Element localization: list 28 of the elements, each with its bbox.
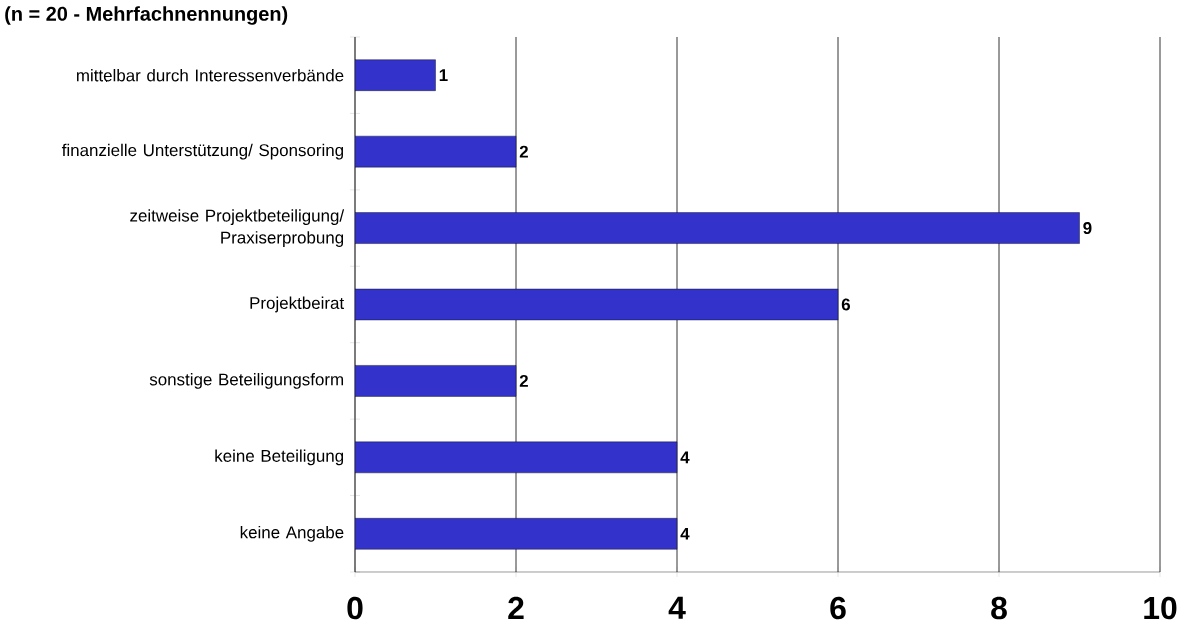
x-tick-label: 4 [668,596,686,619]
bar [355,518,678,550]
bar [355,135,517,168]
x-tick-label: 2 [508,596,524,620]
x-tick-label: 8 [991,596,1007,620]
x-tick-label: 0 [347,596,363,620]
bar [355,212,1080,244]
data-label: 1 [439,69,448,82]
bar [355,59,436,91]
x-tick-label: 6 [830,596,846,620]
data-label: 9 [1083,222,1092,235]
y-tick-label: keine Angabe [240,525,344,542]
y-tick-label: keine Beteiligung [215,449,344,466]
data-label: 2 [519,375,528,387]
y-tick-label: Projektbeirat [250,296,345,313]
data-label: 4 [680,451,690,464]
text: (n = 20 - Mehrfachnennungen) [5,6,288,25]
y-tick-label: finanzielle Unterstützung/ Sponsoring [61,143,344,160]
bar [355,441,678,474]
y-tick-label: mittelbar durch Interessenverbände [76,68,344,82]
bar [355,288,839,321]
data-label: 4 [680,527,690,540]
data-label: 2 [519,145,528,158]
x-tick-label: 10 [1144,596,1177,620]
data-label: 6 [841,298,851,311]
y-tick-label: sonstige Beteiligungsform [149,373,344,389]
bar [355,365,517,397]
y-tick-label: zeitweise Projektbeteiligung/ Praxiserprobung [130,209,345,247]
